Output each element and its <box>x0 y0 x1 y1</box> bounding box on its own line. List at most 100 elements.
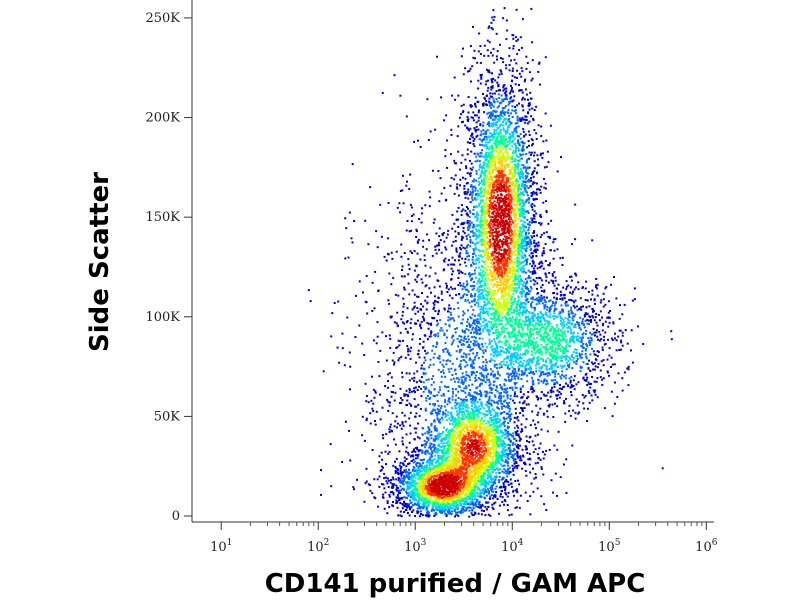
event-dot <box>505 121 508 124</box>
event-dot <box>468 129 471 132</box>
event-dot <box>509 259 512 262</box>
event-dot <box>507 126 510 129</box>
event-dot <box>594 393 597 396</box>
event-dot <box>499 173 502 176</box>
event-dot <box>500 139 503 142</box>
event-dot <box>518 89 521 92</box>
event-dot <box>500 111 503 114</box>
event-dot <box>465 374 468 377</box>
event-dot <box>586 407 589 410</box>
event-dot <box>521 170 524 173</box>
event-dot <box>532 261 535 264</box>
event-dot <box>464 158 467 161</box>
event-dot <box>527 232 530 235</box>
event-dot <box>532 325 535 328</box>
event-dot <box>576 355 579 358</box>
event-dot <box>486 203 489 206</box>
event-dot <box>491 302 494 305</box>
event-dot <box>487 54 490 57</box>
event-dot <box>481 355 484 358</box>
event-dot <box>574 348 576 351</box>
event-dot <box>546 410 549 413</box>
event-dot <box>534 364 537 367</box>
event-dot <box>552 328 555 331</box>
event-dot <box>510 333 513 335</box>
event-dot <box>554 358 557 360</box>
event-dot <box>519 387 522 390</box>
event-dot <box>471 196 473 199</box>
event-dot <box>475 233 477 236</box>
event-dot <box>447 319 450 322</box>
event-dot <box>528 180 531 183</box>
event-dot <box>446 351 449 354</box>
event-dot <box>509 222 512 225</box>
event-dot <box>497 203 500 206</box>
event-dot <box>479 268 482 271</box>
event-dot <box>519 89 522 92</box>
event-dot <box>502 127 505 130</box>
event-dot <box>570 331 573 334</box>
event-dot <box>486 236 489 239</box>
event-dot <box>522 210 524 212</box>
event-dot <box>516 167 519 170</box>
event-dot <box>586 318 589 321</box>
event-dot <box>538 83 541 86</box>
event-dot <box>565 323 568 326</box>
event-dot <box>621 334 624 337</box>
event-dot <box>480 280 482 283</box>
event-dot <box>515 324 518 327</box>
event-dot <box>487 79 490 82</box>
event-dot <box>486 154 489 157</box>
event-dot <box>530 243 533 246</box>
event-dot <box>602 298 605 301</box>
event-dot <box>474 242 477 245</box>
event-dot <box>585 363 588 365</box>
event-dot <box>492 123 495 126</box>
event-dot <box>477 313 480 316</box>
event-dot <box>492 324 494 327</box>
event-dot <box>497 214 500 217</box>
event-dot <box>596 366 599 369</box>
event-dot <box>473 225 476 228</box>
event-dot <box>565 280 568 283</box>
event-dot <box>497 236 500 239</box>
event-dot <box>496 168 499 171</box>
event-dot <box>512 188 515 191</box>
event-dot <box>563 348 566 351</box>
event-dot <box>485 252 488 255</box>
event-dot <box>586 420 589 422</box>
event-dot <box>453 76 456 79</box>
event-dot <box>491 190 494 193</box>
event-dot <box>558 343 561 346</box>
event-dot <box>512 90 515 93</box>
event-dot <box>531 301 534 304</box>
event-dot <box>551 315 554 318</box>
event-dot <box>514 157 517 160</box>
event-dot <box>508 163 510 166</box>
event-dot <box>530 303 532 306</box>
event-dot <box>565 288 568 291</box>
event-dot <box>576 309 579 312</box>
event-dot <box>494 251 497 254</box>
event-dot <box>562 349 565 352</box>
event-dot <box>498 366 501 369</box>
event-dot <box>501 243 504 246</box>
event-dot <box>543 373 545 376</box>
event-dot <box>601 346 604 349</box>
event-dot <box>486 94 489 97</box>
event-dot <box>530 241 533 244</box>
event-dot <box>483 231 486 234</box>
event-dot <box>526 380 529 383</box>
event-dot <box>468 344 471 347</box>
event-dot <box>536 267 539 270</box>
event-dot <box>517 217 520 220</box>
event-dot <box>504 343 507 346</box>
event-dot <box>489 292 491 295</box>
event-dot <box>504 151 507 154</box>
event-dot <box>486 227 489 230</box>
event-dot <box>530 79 533 82</box>
event-dot <box>493 194 495 197</box>
event-dot <box>608 321 611 324</box>
event-dot <box>525 67 528 70</box>
event-dot <box>490 321 493 323</box>
